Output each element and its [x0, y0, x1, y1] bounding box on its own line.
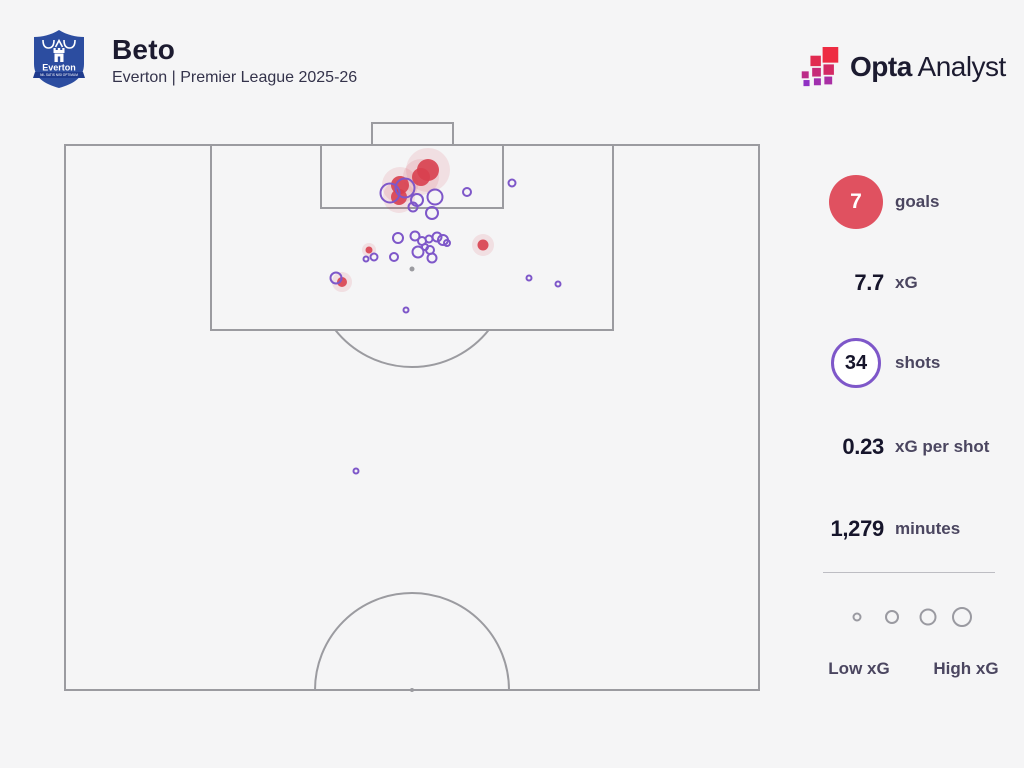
shot-marker: [431, 231, 443, 243]
xg-per-shot-value: 0.23: [842, 434, 884, 459]
goals-label: goals: [895, 192, 940, 211]
shot-marker: [462, 187, 472, 197]
shot-marker: [425, 206, 439, 220]
shot-marker: [394, 177, 416, 199]
center-spot: [410, 688, 414, 692]
goal-marker: [365, 246, 373, 254]
shot-marker: [411, 245, 425, 259]
rupert-tower-icon: [53, 48, 65, 62]
legend-size-circle: [919, 608, 937, 626]
page-subtitle: Everton | Premier League 2025-26: [112, 69, 358, 86]
legend-size-circle: [885, 610, 899, 624]
badge-club-name: Everton: [42, 63, 76, 73]
shots-label: shots: [895, 353, 941, 372]
goal-marker: [337, 277, 347, 287]
pitch-line: [371, 122, 454, 146]
opta-logo-mark-icon: [801, 47, 839, 87]
badge-banner: [33, 72, 85, 78]
xg-value: 7.7: [854, 270, 884, 295]
legend-divider: [823, 572, 995, 573]
everton-badge: Everton 1878 NIL SATIS NISI OPTIMUM: [33, 30, 85, 88]
page-title: Beto: [112, 34, 176, 65]
minutes-label: minutes: [895, 519, 961, 538]
shot-marker: [507, 178, 517, 188]
opta-logo-text: Opta Analyst: [850, 51, 1006, 82]
shot-marker: [426, 252, 438, 264]
shot-marker: [392, 232, 404, 244]
goal-marker: [477, 239, 489, 251]
shot-marker: [407, 201, 419, 213]
goals-value: 7: [850, 190, 862, 213]
shot-marker: [443, 239, 451, 247]
shots-value: 34: [844, 351, 868, 374]
shot-marker: [409, 230, 421, 242]
shots-stat-circle: 34: [831, 338, 881, 388]
shot-marker: [525, 274, 533, 282]
legend-size-circle: [852, 612, 862, 622]
opta-analyst-logo: Opta Analyst: [800, 44, 1006, 90]
xg-per-shot-label: xG per shot: [895, 437, 990, 456]
shot-marker: [352, 467, 360, 475]
shot-marker: [554, 280, 562, 288]
xg-size-legend: [852, 607, 972, 627]
legend-high-label: High xG: [933, 659, 999, 678]
xg-label: xG: [895, 273, 918, 292]
shot-marker: [389, 252, 399, 262]
legend-low-label: Low xG: [828, 659, 890, 678]
penalty-spot: [409, 266, 415, 272]
minutes-value: 1,279: [830, 516, 884, 541]
pitch-arc: [334, 329, 490, 368]
shot-marker: [329, 271, 343, 285]
shot-marker: [402, 306, 410, 314]
goals-stat-circle: 7: [829, 175, 883, 229]
pitch-arc: [314, 592, 510, 691]
badge-motto: NIL SATIS NISI OPTIMUM: [40, 73, 78, 77]
goal-marker: [412, 168, 430, 186]
pitch-line: [64, 144, 760, 691]
shot-marker: [426, 188, 444, 206]
legend-size-circle: [952, 607, 972, 627]
shot-marker: [369, 252, 379, 262]
shot-marker: [379, 182, 401, 204]
shot-marker: [362, 255, 370, 263]
